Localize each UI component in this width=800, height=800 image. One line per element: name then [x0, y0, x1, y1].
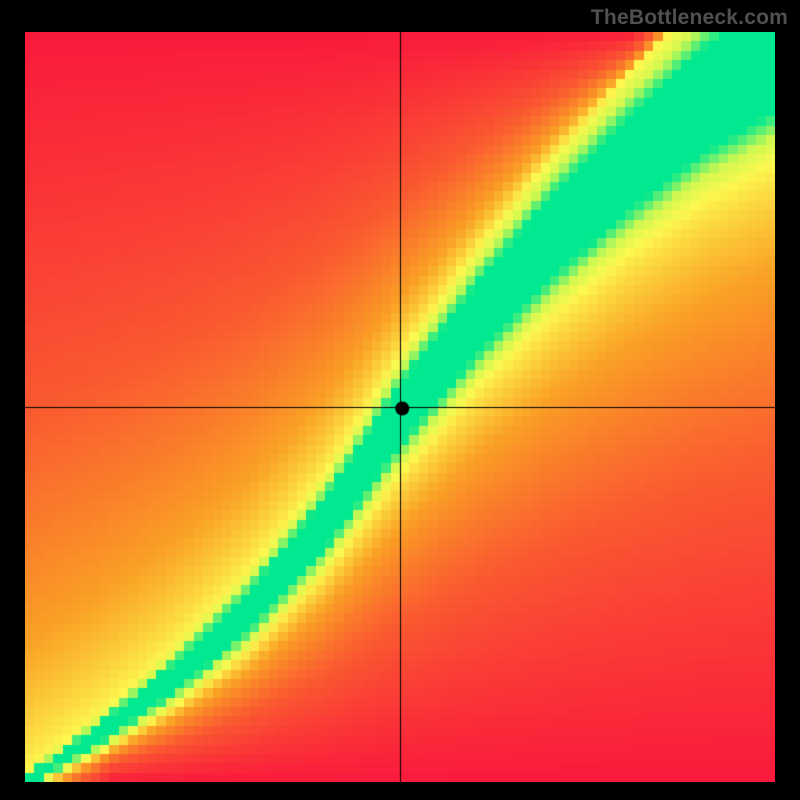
watermark-text: TheBottleneck.com — [591, 6, 788, 30]
chart-container: TheBottleneck.com — [0, 0, 800, 800]
heatmap-canvas — [25, 32, 775, 782]
plot-area — [25, 32, 775, 782]
